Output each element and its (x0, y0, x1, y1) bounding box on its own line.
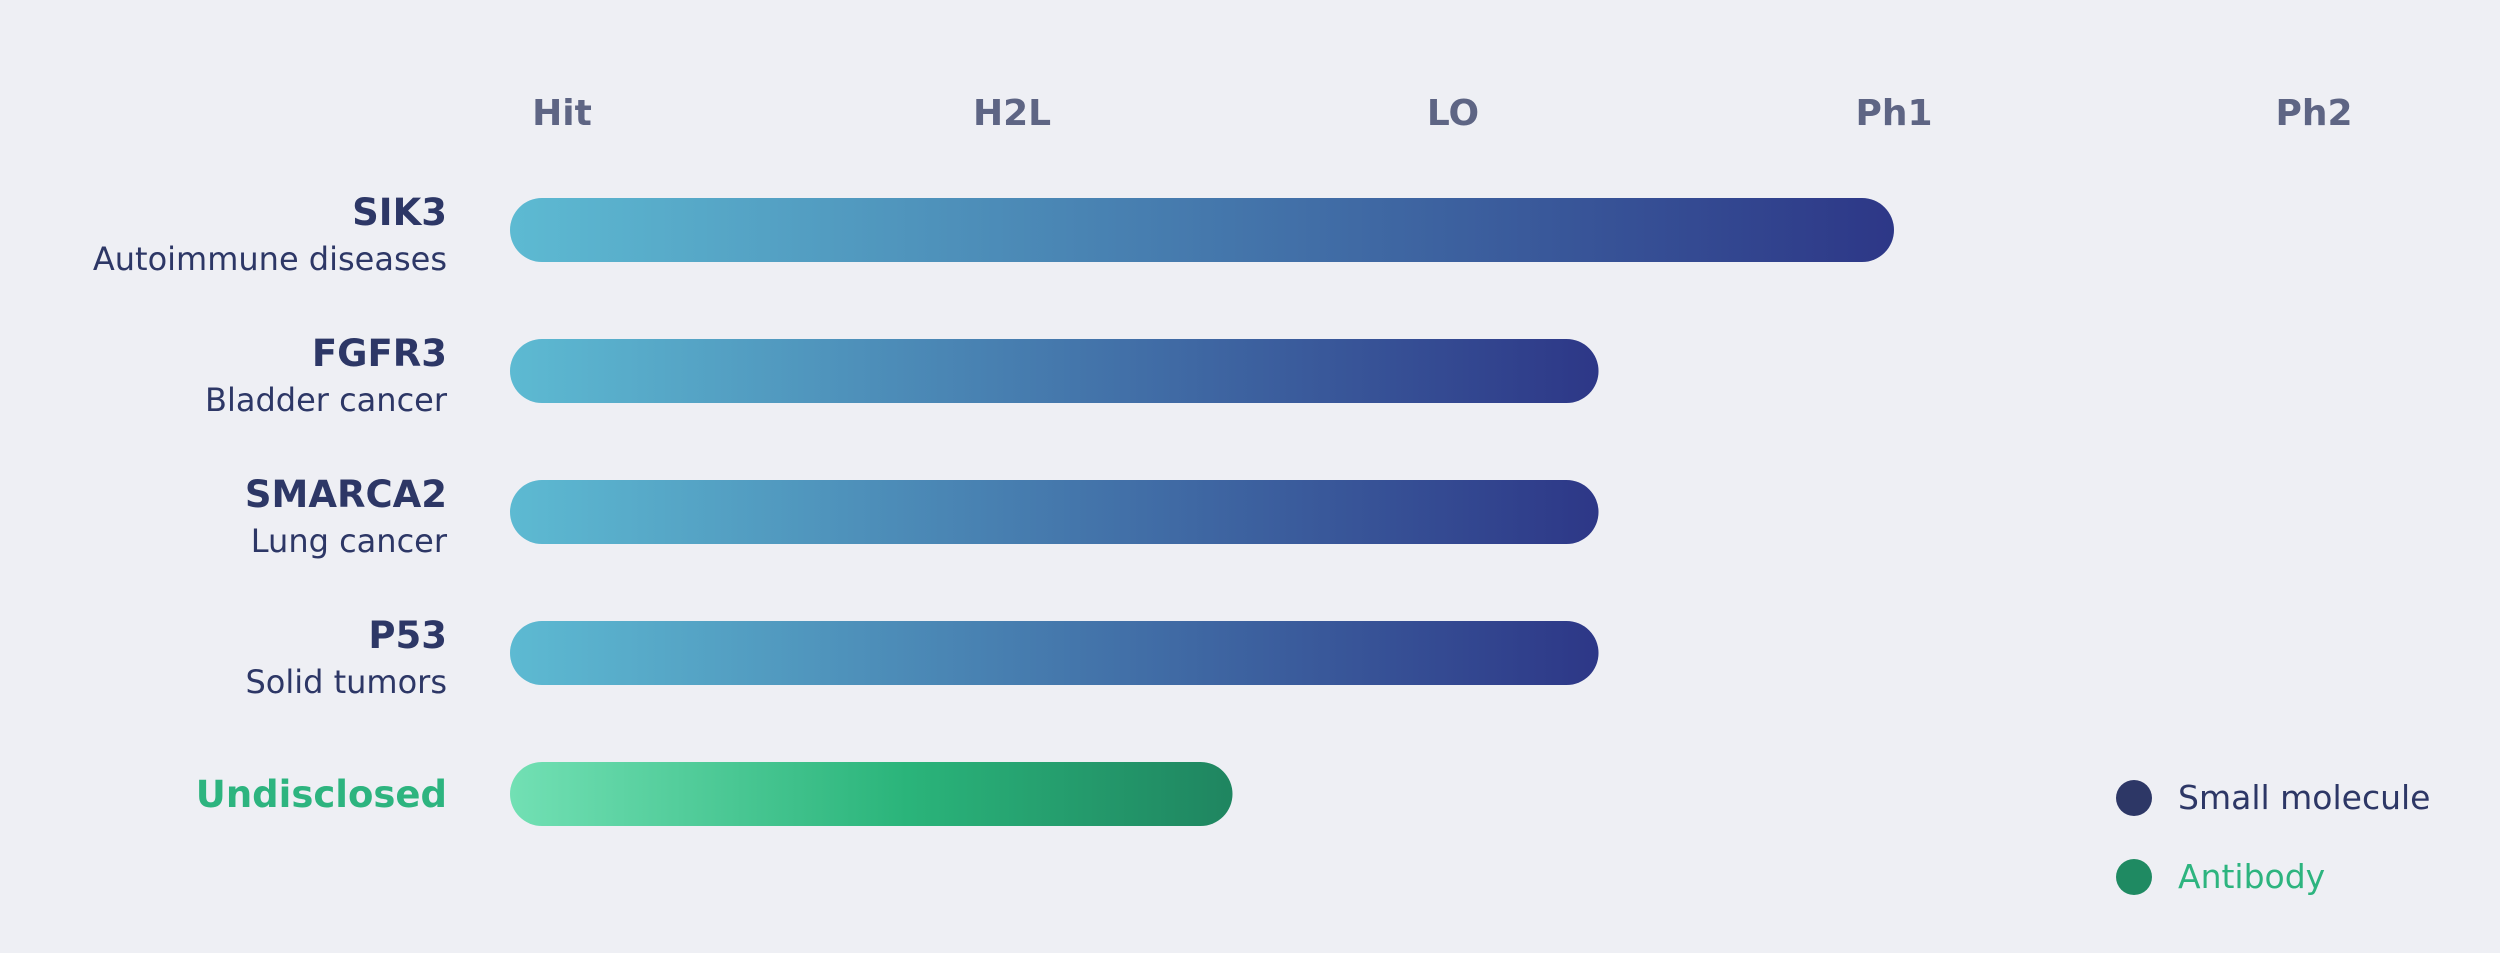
indication-label: Solid tumors (245, 663, 447, 701)
indication-label: Autoimmune diseases (93, 240, 447, 278)
target-label: Undisclosed (196, 773, 447, 816)
stage-header: Hit H2L LO Ph1 Ph2 (532, 93, 2352, 134)
stage-label-ph1: Ph1 (1855, 93, 1932, 134)
legend: Small molecule Antibody (2116, 778, 2430, 896)
program-row: SIK3 Autoimmune diseases (93, 191, 1894, 278)
program-row: P53 Solid tumors (245, 614, 1599, 701)
indication-label: Bladder cancer (205, 381, 448, 419)
target-label: SMARCA2 (245, 473, 447, 516)
stage-label-lo: LO (1427, 93, 1479, 134)
legend-swatch (2116, 780, 2152, 816)
legend-swatch (2116, 859, 2152, 895)
program-row: FGFR3 Bladder cancer (205, 332, 1599, 419)
progress-bar (510, 480, 1599, 544)
progress-bar (510, 339, 1599, 403)
legend-label: Small molecule (2178, 778, 2430, 817)
program-row: Undisclosed (196, 762, 1233, 826)
progress-bar (510, 762, 1233, 826)
progress-bar (510, 198, 1894, 262)
stage-label-hit: Hit (532, 93, 592, 134)
stage-label-h2l: H2L (973, 93, 1051, 134)
indication-label: Lung cancer (251, 522, 448, 560)
target-label: SIK3 (352, 191, 447, 234)
program-rows: SIK3 Autoimmune diseases FGFR3 Bladder canc… (93, 191, 1894, 826)
target-label: FGFR3 (312, 332, 447, 375)
legend-item-antibody: Antibody (2116, 857, 2325, 896)
target-label: P53 (368, 614, 447, 657)
progress-bar (510, 621, 1599, 685)
program-row: SMARCA2 Lung cancer (245, 473, 1599, 560)
legend-label: Antibody (2178, 857, 2325, 896)
stage-label-ph2: Ph2 (2275, 93, 2352, 134)
legend-item-small-molecule: Small molecule (2116, 778, 2430, 817)
